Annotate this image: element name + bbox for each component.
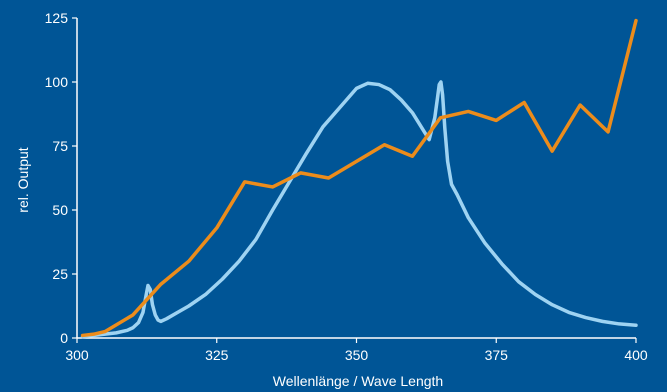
y-tick-label: 125 [45,10,69,26]
x-axis-ticks: 300 325 350 375 400 [65,338,648,363]
x-tick-label: 400 [624,347,648,363]
series-line-1 [80,80,638,339]
y-tick-label: 100 [45,74,69,90]
x-tick-label: 375 [485,347,509,363]
y-axis-title: rel. Output [15,147,31,212]
y-tick-label: 75 [52,138,68,154]
y-tick-label: 50 [52,202,68,218]
x-tick-label: 325 [205,347,229,363]
x-tick-label: 350 [345,347,369,363]
x-tick-label: 300 [65,347,89,363]
y-tick-label: 25 [52,266,68,282]
y-tick-label: 0 [60,330,68,346]
series-lines [80,18,638,339]
x-axis-title: Wellenlänge / Wave Length [273,373,443,389]
series-line-2 [80,18,638,338]
y-axis-ticks: 0 25 50 75 100 125 [45,10,77,346]
